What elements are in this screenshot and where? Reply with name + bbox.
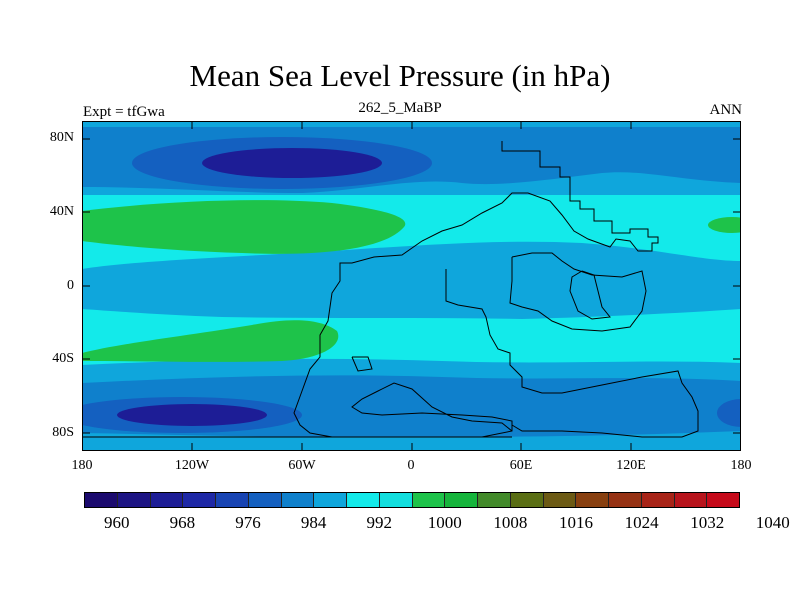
colorbar-swatch	[510, 493, 544, 507]
field-south-high	[82, 320, 339, 362]
island-outline	[351, 356, 373, 372]
season-label: ANN	[709, 102, 743, 118]
colorbar-label: 1032	[690, 513, 725, 532]
colorbar-label: 1040	[755, 513, 790, 532]
lon-label-180w: 180	[71, 458, 93, 473]
colorbar-swatch	[674, 493, 708, 507]
colorbar-swatch	[609, 493, 642, 507]
age-label: 262_5_MaBP	[358, 100, 442, 116]
colorbar-swatch	[281, 493, 315, 507]
colorbar-swatch	[248, 493, 282, 507]
continent-outline	[293, 141, 659, 438]
colorbar	[84, 492, 740, 508]
colorbar-label: 984	[300, 513, 327, 532]
lon-label-0: 0	[407, 458, 415, 473]
colorbar-swatch	[85, 493, 118, 507]
field-tropical-pool	[82, 241, 741, 319]
colorbar-label: 992	[366, 513, 392, 532]
colorbar-label: 968	[169, 513, 196, 532]
colorbar-swatch	[117, 493, 151, 507]
tick-marks	[82, 121, 741, 451]
africa-india-outline	[445, 269, 699, 438]
colorbar-label: 960	[104, 513, 130, 532]
lon-label-120w: 120W	[174, 458, 210, 473]
colorbar-label: 1024	[624, 513, 659, 532]
field-north-high	[82, 200, 406, 254]
colorbar-label: 1000	[427, 513, 462, 532]
colorbar-swatch	[478, 493, 511, 507]
colorbar-label: 1016	[559, 513, 593, 532]
map-frame	[82, 121, 741, 451]
field-south-low-inner	[117, 404, 267, 426]
lat-label-80s: 80S	[52, 425, 74, 440]
colorbar-swatch	[216, 493, 249, 507]
colorbar-swatch	[379, 493, 413, 507]
map-panel	[82, 121, 741, 451]
lon-label-120e: 120E	[616, 458, 646, 473]
lat-label-40n: 40N	[49, 204, 74, 219]
colorbar-swatch	[412, 493, 446, 507]
field-north-low-inner	[202, 148, 382, 178]
map-title: Mean Sea Level Pressure (in hPa)	[189, 58, 611, 93]
colorbar-swatch	[347, 493, 380, 507]
pressure-map	[82, 121, 741, 451]
field-north-lightblue	[82, 172, 741, 195]
colorbar-swatch	[183, 493, 216, 507]
lon-label-180e: 180	[730, 458, 752, 473]
colorbar-swatch	[576, 493, 609, 507]
colorbar-label: 1008	[493, 513, 528, 532]
lat-label-40s: 40S	[52, 351, 74, 366]
field-southeast-low	[717, 399, 741, 427]
lat-label-eq: 0	[67, 278, 74, 293]
colorbar-swatch	[445, 493, 478, 507]
colorbar-label: 976	[235, 513, 261, 532]
experiment-label: Expt = tfGwa	[83, 104, 165, 120]
lon-label-60w: 60W	[288, 458, 316, 473]
colorbar-swatch	[543, 493, 577, 507]
lat-label-80n: 80N	[49, 130, 74, 145]
colorbar-swatch	[150, 493, 184, 507]
colorbar-swatch	[641, 493, 675, 507]
lon-label-60e: 60E	[509, 458, 533, 473]
inland-basin-outline	[569, 270, 611, 320]
colorbar-swatch	[707, 493, 739, 507]
colorbar-swatch	[314, 493, 347, 507]
eastern-landmass-outline	[509, 252, 647, 332]
field-east-high	[708, 217, 741, 233]
